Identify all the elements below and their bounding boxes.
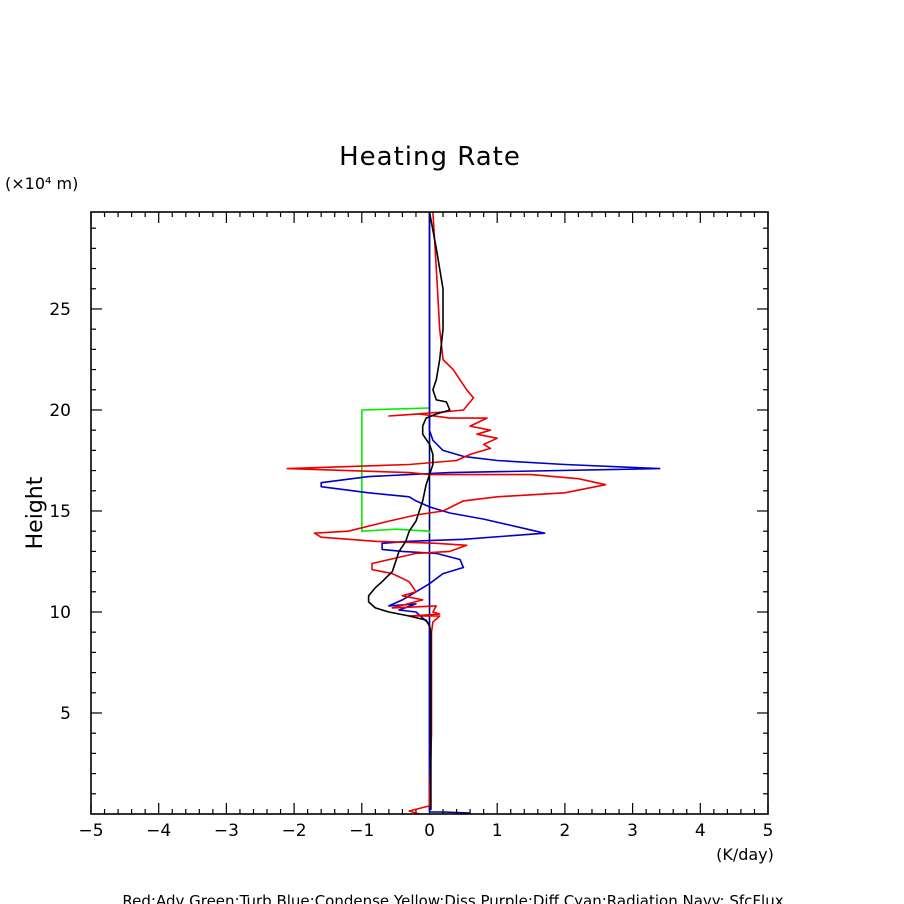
y-tick-label: 5 <box>60 704 71 724</box>
x-tick-label: 2 <box>559 821 570 841</box>
chart-title: Heating Rate <box>339 142 521 172</box>
x-tick-label: −1 <box>349 821 374 841</box>
y-axis-label: Height <box>23 476 48 549</box>
y-tick-label: 10 <box>49 603 71 623</box>
x-tick-label: 4 <box>695 821 706 841</box>
x-unit-label: (K/day) <box>716 845 774 864</box>
series-line-adv <box>286 211 607 815</box>
plot-frame <box>90 211 769 815</box>
x-tick-label: −5 <box>78 821 103 841</box>
x-tick-label: 0 <box>424 821 435 841</box>
y-tick-label: 20 <box>49 401 71 421</box>
x-tick-label: 3 <box>627 821 638 841</box>
y-tick-label: 25 <box>49 300 71 320</box>
y-unit-label: (×10⁴ m) <box>5 174 78 193</box>
series-line-total <box>367 211 451 810</box>
series-line-condense <box>320 212 661 812</box>
axis-ticks <box>90 212 769 814</box>
x-tick-label: 1 <box>492 821 503 841</box>
legend-text: Red:Adv Green:Turb Blue:Condense Yellow:… <box>122 892 783 904</box>
x-tick-label: 5 <box>763 821 774 841</box>
series-line-turb <box>360 407 431 534</box>
x-tick-label: −2 <box>282 821 307 841</box>
series-line-sfcflux <box>428 212 471 814</box>
y-tick-label: 15 <box>49 502 71 522</box>
x-tick-label: −4 <box>146 821 171 841</box>
tick-labels: −5 −4 −3 −2 −1 0 1 2 3 4 5 5 10 15 20 25 <box>49 300 773 841</box>
x-tick-label: −3 <box>214 821 239 841</box>
series-layer <box>286 211 661 815</box>
